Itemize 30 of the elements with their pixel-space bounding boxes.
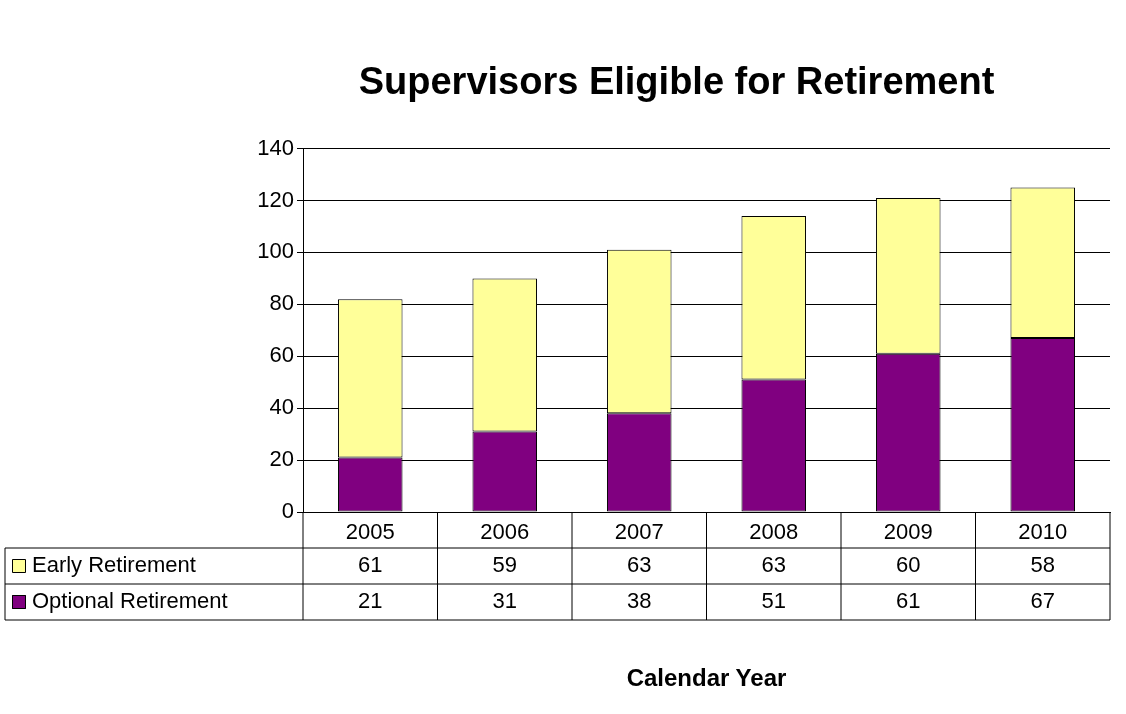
x-tick-label: 2005 (345, 519, 395, 545)
y-tick-label: 80 (269, 290, 294, 316)
x-tick-label: 2006 (480, 519, 530, 545)
y-tick-label: 20 (269, 446, 294, 472)
legend-label: Optional Retirement (32, 588, 228, 614)
y-tick-label: 60 (269, 342, 294, 368)
data-label: 21 (358, 588, 383, 614)
data-label: 61 (896, 588, 921, 614)
y-tick-label: 100 (257, 238, 294, 264)
y-tick-label: 120 (257, 186, 294, 212)
y-tick-label: 40 (269, 394, 294, 420)
x-tick-label: 2009 (883, 519, 933, 545)
legend-label: Early Retirement (32, 552, 196, 578)
data-label: 61 (358, 552, 383, 578)
y-tick-label: 140 (257, 134, 294, 160)
data-label: 58 (1030, 552, 1055, 578)
y-tick-label: 0 (281, 498, 294, 524)
x-axis-title: Calendar Year (626, 664, 787, 692)
chart-title: Supervisors Eligible for Retirement (358, 60, 995, 103)
x-tick-label: 2007 (614, 519, 664, 545)
data-label: 63 (761, 552, 786, 578)
data-label: 60 (896, 552, 921, 578)
data-label: 51 (761, 588, 786, 614)
data-label: 31 (492, 588, 517, 614)
data-label: 67 (1030, 588, 1055, 614)
data-label: 38 (627, 588, 652, 614)
x-tick-label: 2010 (1018, 519, 1068, 545)
x-tick-label: 2008 (749, 519, 799, 545)
data-label: 63 (627, 552, 652, 578)
data-label: 59 (492, 552, 517, 578)
